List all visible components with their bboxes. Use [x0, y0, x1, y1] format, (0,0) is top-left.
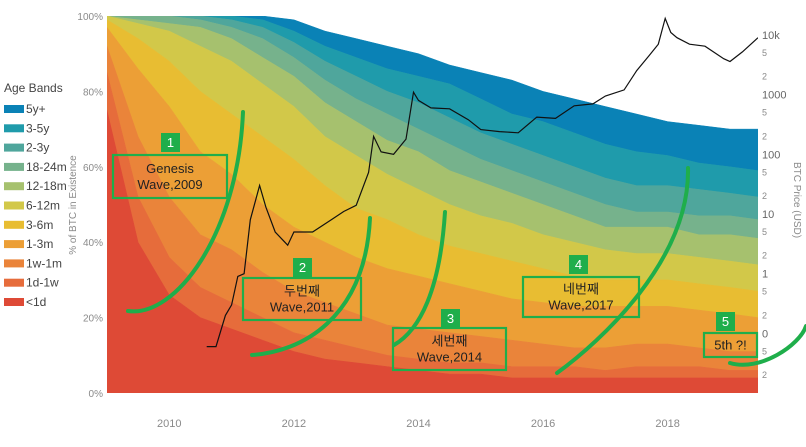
legend-swatch	[4, 201, 24, 210]
wave-curve-2	[250, 216, 372, 357]
wave-label-box	[111, 153, 229, 200]
right-tick-label: 1000	[762, 90, 786, 102]
left-tick-label: 60%	[83, 163, 103, 174]
legend-swatch	[4, 220, 24, 229]
age-band-areas	[107, 16, 758, 393]
x-tick-label: 2010	[157, 418, 181, 430]
legend-label: 6-12m	[26, 199, 60, 213]
wave-number-badge	[441, 309, 460, 328]
legend-label: 5y+	[26, 102, 46, 116]
x-tick-label: 2016	[531, 418, 555, 430]
legend-swatch	[4, 240, 24, 249]
right-minor-tick-label: 2	[762, 191, 767, 201]
legend-label: 3-5y	[26, 121, 49, 135]
left-tick-label: 40%	[83, 238, 103, 249]
wave-label-text: Wave,2014	[417, 350, 482, 365]
right-minor-tick-label: 5	[762, 227, 767, 237]
left-tick-label: 0%	[89, 389, 104, 400]
wave-number-badge	[716, 312, 735, 331]
right-minor-tick-label: 5	[762, 48, 767, 58]
right-axis-label: BTC Price (USD)	[791, 162, 802, 238]
right-minor-tick-label: 2	[762, 131, 767, 141]
legend-label: 1d-1w	[26, 276, 59, 290]
right-axis: BTC Price (USD) 2 5 2 5 2 5 2 5 2 5 2 5 0 1 10 100 1000 1…	[762, 30, 802, 380]
right-minor-tick-label: 2	[762, 370, 767, 380]
legend-label: 1-3m	[26, 237, 53, 251]
right-tick-label: 0	[762, 328, 768, 340]
wave-label-text: 세번째	[432, 334, 468, 349]
wave-label-text: Wave,2017	[548, 298, 613, 313]
legend-label: <1d	[26, 295, 46, 309]
wave-label-text: 5th ?!	[714, 338, 747, 353]
left-axis: % of BTC in Existence 0% 20% 40% 60% 80% 100%	[68, 12, 103, 400]
legend-swatch	[4, 143, 24, 152]
legend-swatch	[4, 105, 24, 113]
right-tick-label: 100	[762, 149, 780, 161]
wave-annotations: 1GenesisWave,20092두번째Wave,20113세번째Wave,2…	[111, 133, 759, 372]
wave-number: 5	[722, 314, 729, 329]
wave-number-badge	[293, 258, 312, 277]
legend-swatch	[4, 278, 24, 287]
right-minor-tick-label: 5	[762, 346, 767, 356]
right-tick-label: 1	[762, 269, 768, 281]
wave-number: 2	[299, 260, 306, 275]
legend-label: 1w-1m	[26, 256, 62, 270]
left-tick-label: 80%	[83, 87, 103, 98]
wave-label-box	[521, 275, 641, 319]
wave-label-text: Genesis	[146, 161, 194, 176]
legend-swatch	[4, 182, 24, 191]
x-tick-label: 2018	[655, 418, 679, 430]
left-tick-label: 20%	[83, 314, 103, 325]
legend-swatch	[4, 124, 24, 133]
legend-swatch	[4, 162, 24, 171]
x-tick-label: 2012	[282, 418, 306, 430]
x-axis: 2010 2012 2014 2016 2018	[157, 418, 680, 430]
legend-label: 3-6m	[26, 218, 53, 232]
right-minor-tick-label: 2	[762, 310, 767, 320]
wave-annotation-5: 5 5th ?!	[702, 312, 759, 359]
wave-label-box	[702, 331, 759, 359]
wave-curve-1	[126, 110, 245, 314]
legend-label: 18-24m	[26, 160, 67, 174]
left-tick-label: 100%	[77, 12, 103, 23]
legend-swatch	[4, 259, 24, 268]
right-tick-label: 10	[762, 209, 774, 221]
btc-price-line	[206, 16, 758, 348]
right-minor-tick-label: 5	[762, 108, 767, 118]
right-minor-tick-label: 2	[762, 251, 767, 261]
legend-label: 12-18m	[26, 179, 67, 193]
wave-number: 4	[575, 257, 582, 272]
legend-label: 2-3y	[26, 141, 49, 155]
wave-label-text: Wave,2009	[137, 177, 202, 192]
legend-title: Age Bands	[4, 81, 63, 95]
left-axis-label: % of BTC in Existence	[68, 155, 79, 255]
x-tick-label: 2014	[406, 418, 430, 430]
wave-number: 1	[167, 135, 174, 150]
legend-swatch	[4, 298, 24, 306]
wave-label-text: 두번째	[284, 284, 320, 299]
band-<1d	[107, 110, 758, 393]
right-tick-label: 10k	[762, 30, 780, 42]
wave-number-badge	[161, 133, 180, 152]
wave-label-box	[391, 326, 508, 372]
wave-number: 3	[447, 311, 454, 326]
wave-number-badge	[569, 255, 588, 274]
wave-label-text: 네번째	[563, 282, 599, 297]
right-minor-tick-label: 2	[762, 72, 767, 82]
legend: Age Bands 5y+ 3-5y 2-3y 18-24m 12-18m 6-12m 3-…	[4, 81, 67, 309]
right-minor-tick-label: 5	[762, 167, 767, 177]
price-line-layer	[206, 16, 758, 348]
wave-curve-3	[392, 210, 447, 347]
wave-curve-5	[728, 324, 806, 367]
right-minor-tick-label: 5	[762, 287, 767, 297]
wave-label-text: Wave,2011	[270, 300, 334, 315]
wave-label-box	[241, 276, 363, 322]
